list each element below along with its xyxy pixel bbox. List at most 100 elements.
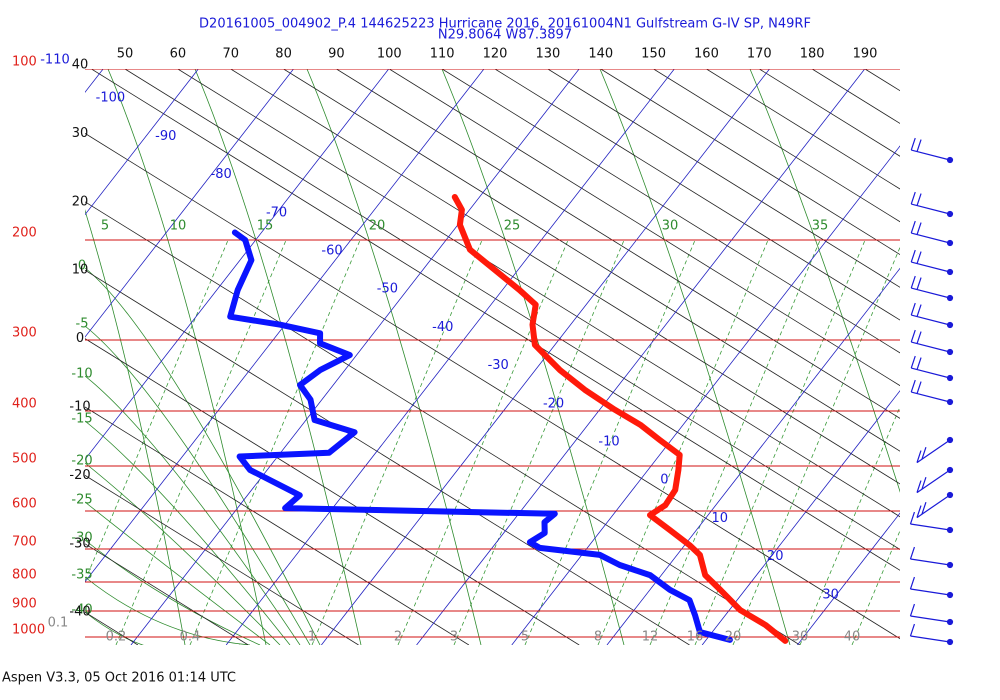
barb-feather: [921, 477, 927, 490]
barb-feather: [921, 502, 927, 515]
dry-adiabat: [90, 69, 900, 571]
wind-barb: [910, 191, 954, 218]
top-tick-label: 150: [641, 47, 666, 62]
barb-station: [946, 491, 954, 499]
dry-adiabat: [336, 69, 900, 419]
mixing-ratio-line: [694, 240, 866, 645]
barb-feather: [916, 505, 922, 518]
pressure-label: 300: [12, 326, 37, 341]
barb-station: [946, 398, 954, 406]
labels: 0.10.2 0.4 1 2 3 5 8 12 16 20 30 405 10 15 20 25 30 350-5…: [12, 47, 877, 645]
isotherm-label: -60: [321, 244, 342, 259]
top-tick-label: 110: [430, 47, 455, 62]
barb-feather: [916, 480, 922, 493]
barb-staff: [911, 367, 951, 379]
barb-feather: [916, 277, 922, 290]
moist-adiabat: [107, 69, 267, 645]
barb-feather: [910, 329, 916, 343]
wind-barb: [909, 511, 954, 534]
mixing-ratio-line: [397, 240, 569, 645]
moist-adiabat: [599, 69, 791, 645]
barb-staff: [910, 523, 951, 531]
top-tick-label: 100: [377, 47, 402, 62]
wind-barb: [910, 275, 954, 302]
barb-station: [946, 348, 954, 356]
mixing-ratio-label: 2: [394, 630, 402, 645]
profiles: [227, 164, 785, 641]
wind-barb: [910, 220, 954, 247]
pressure-label: 1000: [12, 622, 45, 637]
wind-barb: [910, 302, 954, 329]
isotherm: [85, 69, 390, 461]
moist-adiabat-label: -25: [71, 493, 92, 508]
moist-adiabat-label: -20: [71, 454, 92, 469]
footer: Aspen V3.3, 05 Oct 2016 01:14 UTC: [2, 671, 236, 686]
left-tick-label: 0: [76, 331, 84, 346]
grid: [85, 69, 900, 645]
isotherm: [85, 69, 104, 93]
moist-adiabat-label: 10: [170, 219, 187, 234]
barb-feather: [916, 251, 922, 264]
moist-adiabat: [749, 69, 900, 493]
barb-station: [946, 466, 954, 474]
pressure-label: 600: [12, 496, 37, 511]
chart-title: D20161005_004902_P.4 144625223 Hurricane…: [199, 17, 811, 32]
moist-adiabat-label: -30: [71, 531, 92, 546]
isotherm: [85, 69, 199, 216]
mixing-ratio-line: [799, 405, 900, 645]
isotherm-label: -10: [598, 435, 619, 450]
barb-station: [946, 268, 954, 276]
isotherm: [130, 69, 580, 645]
moist-adiabat-label: 25: [504, 219, 521, 234]
barb-staff: [911, 341, 951, 353]
wind-barb: [910, 355, 954, 382]
top-tick-label: 160: [694, 47, 719, 62]
barb-station: [946, 591, 954, 599]
barb-feather: [910, 379, 916, 393]
moist-adiabat: [85, 209, 186, 645]
barb-station: [946, 436, 954, 444]
top-tick-label: 140: [588, 47, 613, 62]
moist-adiabat: [85, 325, 311, 645]
dry-adiabat: [124, 69, 900, 550]
dry-adiabat: [389, 69, 900, 387]
top-tick-label: 180: [800, 47, 825, 62]
wind-barb: [910, 137, 954, 164]
mixing-ratio-line: [851, 529, 900, 645]
moist-adiabat: [85, 267, 321, 645]
moist-adiabat: [85, 539, 261, 645]
wind-barb: [916, 491, 954, 519]
barb-staff: [911, 232, 951, 244]
moist-adiabat: [85, 611, 240, 645]
pressure-label: 200: [12, 225, 37, 240]
mixing-ratio-line: [453, 240, 625, 645]
barb-station: [946, 561, 954, 569]
isotherm-label: 30: [822, 587, 839, 602]
wind-barb: [910, 329, 954, 356]
barb-feather: [916, 193, 922, 206]
barb-staff: [911, 391, 951, 403]
mixing-ratio-label: 0.1: [48, 616, 69, 631]
dry-adiabat: [653, 69, 900, 223]
barb-feather: [909, 603, 916, 617]
isotherm-label: -80: [211, 167, 232, 182]
mixing-ratio-line: [597, 240, 769, 645]
moist-adiabat-label: 0: [78, 259, 86, 274]
dry-adiabat: [85, 338, 580, 645]
barb-station: [946, 156, 954, 164]
dry-adiabat: [85, 269, 690, 645]
moist-adiabat-label: 30: [662, 219, 679, 234]
wind-barb: [909, 623, 954, 646]
isotherm-label: -50: [377, 282, 398, 297]
moist-adiabat: [85, 576, 251, 645]
mixing-ratio-label: 40: [844, 630, 861, 645]
isotherm-label: -40: [432, 320, 453, 335]
barb-feather: [910, 275, 916, 289]
barb-station: [946, 526, 954, 534]
top-tick-label: 80: [275, 47, 292, 62]
isotherm-label: 20: [767, 549, 784, 564]
barb-staff: [911, 149, 951, 161]
dry-adiabat: [85, 611, 139, 645]
mixing-ratio-line: [311, 240, 483, 645]
